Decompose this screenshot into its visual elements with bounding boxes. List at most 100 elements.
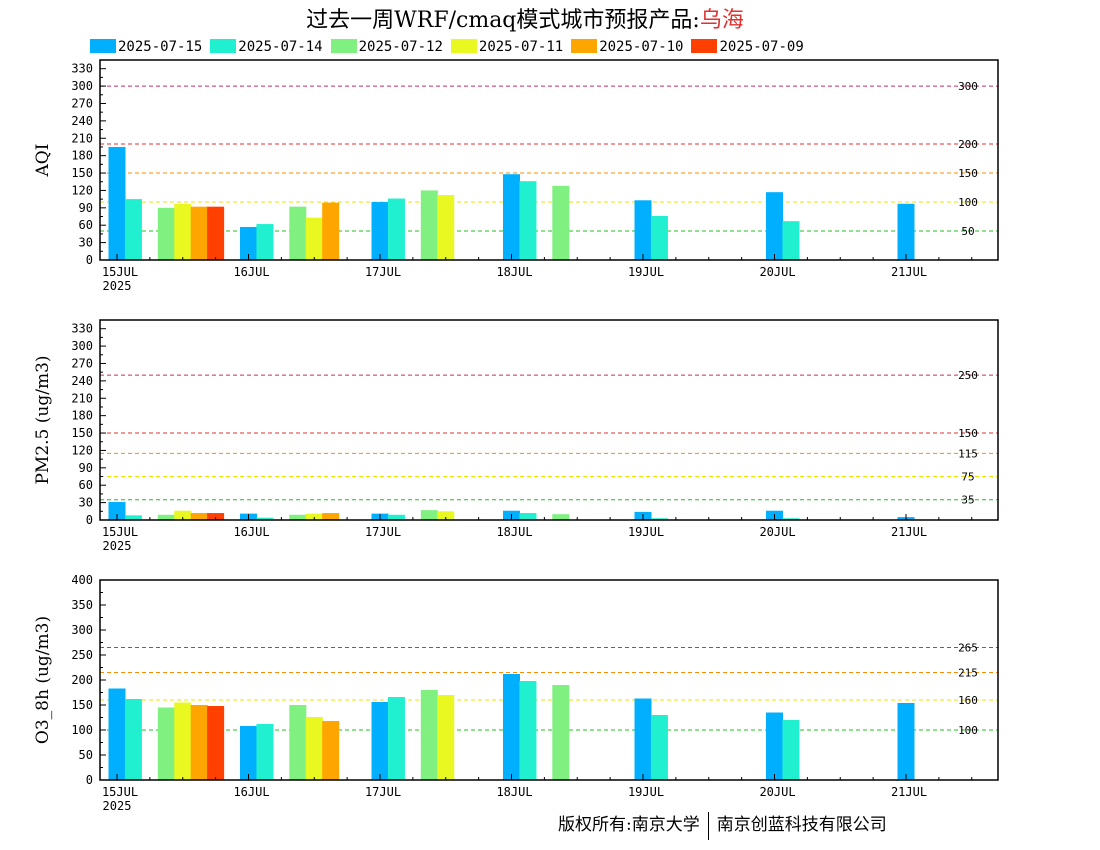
plot-frame [99, 59, 999, 261]
y-tick-label: 200 [71, 673, 93, 687]
threshold-label: 200 [958, 138, 978, 151]
bar [190, 513, 208, 520]
y-tick-label: 210 [71, 131, 93, 145]
x-tick-label: 18JUL [496, 785, 532, 799]
y-tick-label: 90 [79, 201, 93, 215]
bar [322, 513, 340, 520]
bar [124, 199, 142, 260]
y-tick-label: 350 [71, 598, 93, 612]
y-tick-label: 330 [71, 322, 93, 336]
bar [256, 224, 274, 260]
y-axis-label: O3_8h (ug/m3) [33, 616, 53, 744]
x-tick-label: 16JUL [233, 785, 269, 799]
title-prefix: 过去一周WRF/cmaq模式城市预报产品: [306, 8, 700, 33]
footer-left: 版权所有:南京大学 [558, 815, 700, 835]
bar [437, 195, 455, 260]
bar [766, 192, 783, 260]
x-tick-label: 15JUL [102, 525, 138, 539]
bar [387, 514, 405, 520]
legend-swatch [691, 38, 718, 53]
bar [256, 517, 274, 520]
bar [157, 207, 175, 260]
y-tick-label: 60 [79, 218, 93, 232]
y-tick-label: 300 [71, 79, 93, 93]
bar [782, 720, 800, 780]
x-tick-label: 17JUL [365, 525, 401, 539]
bar [897, 203, 915, 260]
threshold-label: 150 [958, 167, 978, 180]
x-year-label: 2025 [103, 799, 132, 813]
legend-item: 2025-07-09 [691, 38, 804, 55]
x-tick-label: 19JUL [628, 785, 664, 799]
bar [240, 726, 257, 780]
legend-swatch [571, 38, 598, 53]
bar [289, 206, 307, 260]
bar [519, 181, 537, 260]
bar [420, 690, 438, 780]
y-tick-label: 180 [71, 149, 93, 163]
threshold-label: 50 [961, 225, 974, 238]
y-tick-label: 150 [71, 426, 93, 440]
threshold-label: 160 [958, 694, 978, 707]
threshold-label: 100 [958, 196, 978, 209]
x-tick-label: 17JUL [365, 265, 401, 279]
title-city: 乌海 [699, 8, 744, 33]
x-tick-label: 15JUL [102, 785, 138, 799]
footer-separator [707, 811, 709, 840]
legend-item: 2025-07-11 [450, 38, 563, 55]
bar [108, 502, 126, 520]
y-tick-label: 250 [71, 648, 93, 662]
bar [305, 217, 323, 260]
bar [305, 717, 323, 780]
y-tick-label: 240 [71, 374, 93, 388]
bar [157, 707, 175, 780]
bar [782, 221, 800, 260]
x-tick-label: 16JUL [233, 525, 269, 539]
y-tick-label: 180 [71, 409, 93, 423]
legend-swatch [330, 38, 357, 53]
bar [174, 203, 192, 260]
legend-label: 2025-07-09 [719, 38, 804, 55]
bar [207, 706, 225, 780]
bar [190, 206, 208, 260]
bar [897, 703, 915, 780]
y-tick-label: 0 [86, 253, 93, 267]
bar [552, 685, 570, 780]
y-tick-label: 30 [79, 496, 93, 510]
bar [519, 681, 537, 780]
y-tick-label: 100 [71, 723, 93, 737]
legend: 2025-07-15 2025-07-14 2025-07-12 2025-07-11… [90, 36, 812, 55]
y-tick-label: 210 [71, 391, 93, 405]
y-tick-label: 120 [71, 183, 93, 197]
bar [634, 698, 652, 780]
x-tick-label: 20JUL [759, 785, 795, 799]
threshold-label: 300 [958, 80, 978, 93]
y-axis-label: AQI [33, 144, 53, 178]
legend-label: 2025-07-12 [358, 38, 443, 55]
bar [207, 513, 225, 520]
x-tick-label: 17JUL [365, 785, 401, 799]
bar [174, 510, 192, 520]
legend-swatch [210, 38, 237, 53]
footer: 版权所有:南京大学 南京创蓝科技有限公司 [558, 810, 887, 840]
legend-swatch [450, 38, 477, 53]
bar [174, 702, 192, 780]
bar [503, 674, 520, 780]
bar [289, 514, 307, 520]
legend-item: 2025-07-12 [330, 38, 443, 55]
x-tick-label: 18JUL [496, 265, 532, 279]
x-tick-label: 16JUL [233, 265, 269, 279]
y-tick-label: 150 [71, 166, 93, 180]
plot-frame [99, 579, 999, 781]
y-tick-label: 0 [86, 773, 93, 787]
y-tick-label: 150 [71, 698, 93, 712]
threshold-label: 265 [958, 642, 978, 655]
y-tick-label: 120 [71, 443, 93, 457]
threshold-label: 215 [958, 667, 978, 680]
bar [552, 185, 570, 260]
y-tick-label: 240 [71, 114, 93, 128]
legend-label: 2025-07-10 [599, 38, 684, 55]
bar [108, 688, 126, 780]
y-tick-label: 330 [71, 62, 93, 76]
